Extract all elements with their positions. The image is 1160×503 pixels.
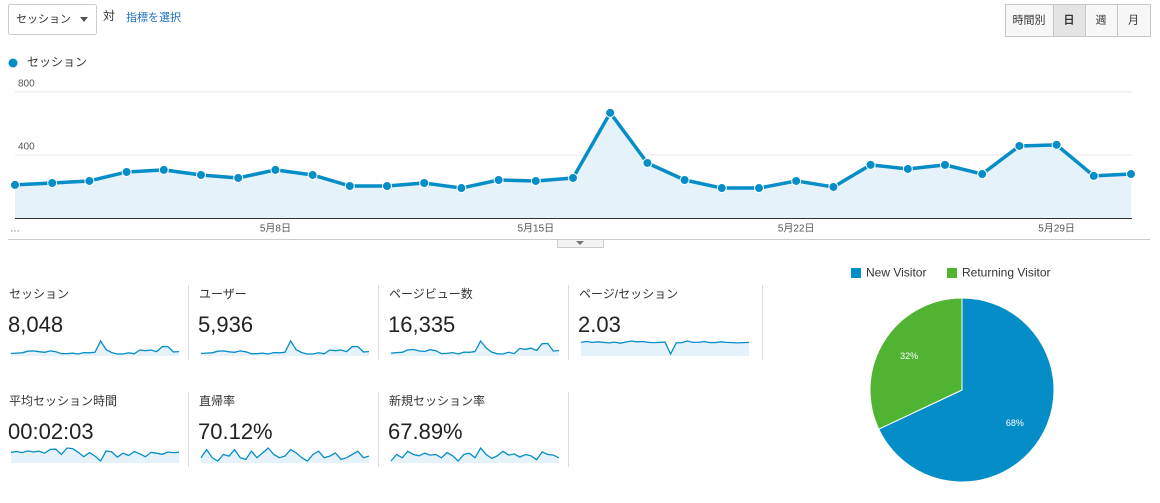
sparkline-area	[391, 341, 559, 356]
legend-label: New Visitor	[866, 266, 926, 280]
point[interactable]	[270, 164, 281, 175]
point[interactable]	[382, 180, 392, 191]
point[interactable]	[679, 175, 690, 186]
slice-label: 32%	[900, 351, 918, 361]
point[interactable]	[47, 178, 58, 189]
point[interactable]	[902, 163, 913, 174]
metric-label: 新規セッション率	[389, 393, 485, 408]
point[interactable]	[977, 169, 988, 180]
point[interactable]	[1088, 170, 1099, 181]
point[interactable]	[233, 172, 244, 183]
sparkline	[200, 447, 370, 462]
metric-label: セッション	[9, 287, 69, 301]
slice-label: 68%	[1006, 418, 1024, 428]
pie-slice[interactable]	[878, 297, 1055, 483]
sparkline-area	[581, 341, 749, 356]
metric-value: 5,936	[198, 312, 253, 337]
dropdown-arrow	[80, 17, 88, 22]
x-tick-label: …	[10, 224, 20, 235]
point[interactable]	[568, 172, 578, 183]
point[interactable]	[158, 164, 169, 175]
y-tick-label: 800	[18, 79, 35, 90]
x-tick-label: 5月22日	[778, 223, 815, 235]
point[interactable]	[605, 107, 616, 118]
point[interactable]	[940, 159, 950, 170]
point[interactable]	[754, 183, 764, 194]
point[interactable]	[196, 169, 206, 180]
sparkline	[10, 447, 180, 463]
point[interactable]	[642, 157, 653, 168]
point[interactable]	[791, 175, 802, 186]
period-button[interactable]	[1053, 4, 1086, 37]
point[interactable]	[1014, 140, 1025, 151]
point[interactable]	[828, 181, 839, 192]
sparkline	[10, 339, 180, 355]
sparkline	[390, 446, 560, 462]
period-button-label: 日	[1064, 13, 1075, 26]
legend-marker	[851, 268, 861, 278]
legend-marker	[947, 268, 957, 278]
sparkline-area	[201, 341, 369, 356]
metric-value: 70.12%	[198, 419, 273, 444]
sparkline-area	[11, 341, 179, 356]
point[interactable]	[121, 166, 132, 177]
sparkline	[390, 339, 560, 355]
point[interactable]	[307, 169, 318, 180]
metric-value: 67.89%	[388, 419, 463, 444]
point[interactable]	[10, 179, 20, 190]
metric-value: 2.03	[578, 312, 621, 337]
metric-dropdown-label: セッション	[16, 12, 71, 25]
metric-label: ページビュー数	[389, 286, 473, 301]
legend-marker	[8, 58, 18, 68]
point[interactable]	[493, 175, 504, 186]
sparkline-area	[391, 448, 559, 463]
metric-label: ユーザー	[199, 287, 247, 301]
x-tick-label: 5月8日	[260, 223, 291, 235]
y-tick-label: 400	[18, 142, 35, 153]
point[interactable]	[1051, 139, 1062, 150]
metric-dropdown[interactable]	[8, 4, 97, 35]
sparkline-area	[201, 448, 369, 463]
period-button[interactable]	[1085, 4, 1118, 37]
pie-slice[interactable]	[869, 297, 963, 430]
period-button-label: 週	[1096, 13, 1107, 26]
sparkline	[200, 339, 370, 355]
period-button-label: 時間別	[1013, 13, 1046, 26]
area	[15, 112, 1131, 218]
metric-label: ページ/セッション	[579, 287, 678, 301]
period-button[interactable]	[1117, 4, 1151, 37]
select-metric-link[interactable]: 指標を選択	[126, 10, 181, 24]
x-tick-label: 5月29日	[1038, 223, 1075, 235]
metric-label: 平均セッション時間	[9, 394, 117, 408]
point[interactable]	[716, 183, 727, 194]
point[interactable]	[456, 183, 467, 194]
x-tick-label: 5月15日	[517, 223, 554, 235]
sparkline	[580, 340, 750, 356]
point[interactable]	[84, 175, 95, 186]
legend-label: Returning Visitor	[962, 266, 1051, 280]
metric-label: 直帰率	[199, 393, 235, 408]
metric-value: 00:02:03	[8, 419, 94, 444]
point[interactable]	[865, 159, 876, 170]
sparkline-area	[11, 448, 179, 463]
versus-label: 対	[103, 9, 115, 23]
metric-value: 8,048	[8, 312, 63, 337]
point[interactable]	[1126, 169, 1136, 180]
metric-value: 16,335	[388, 312, 455, 337]
period-button-label: 月	[1128, 14, 1139, 26]
legend-label: セッション	[27, 55, 87, 69]
point[interactable]	[530, 175, 541, 186]
point[interactable]	[419, 178, 430, 189]
collapse-arrow	[576, 241, 584, 245]
point[interactable]	[344, 180, 355, 191]
